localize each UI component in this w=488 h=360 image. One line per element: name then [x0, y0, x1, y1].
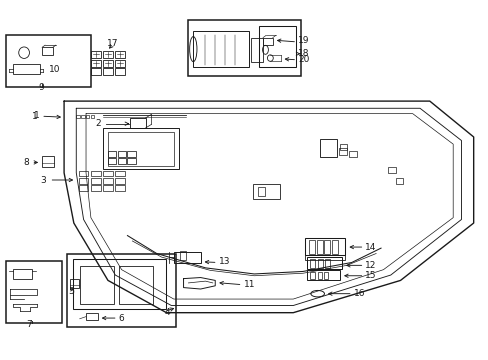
Bar [115, 171, 125, 176]
Text: 17: 17 [107, 39, 118, 48]
Text: 12: 12 [365, 261, 376, 270]
Text: 3: 3 [41, 176, 46, 185]
Bar [70, 279, 79, 288]
Bar [79, 185, 88, 191]
Text: 18: 18 [298, 49, 309, 58]
Bar [103, 178, 113, 184]
Bar [119, 266, 153, 304]
Bar [91, 51, 101, 58]
Bar [115, 51, 125, 58]
Text: 14: 14 [365, 243, 376, 252]
Bar [91, 60, 101, 67]
Text: 6: 6 [119, 314, 124, 323]
Bar [305, 238, 345, 255]
Text: 16: 16 [353, 289, 365, 298]
Bar [130, 118, 145, 128]
Bar [320, 139, 336, 157]
Text: 19: 19 [298, 36, 309, 45]
Bar [193, 31, 249, 67]
Bar [317, 272, 322, 279]
Bar [115, 68, 125, 75]
Bar [91, 68, 101, 75]
Text: 11: 11 [243, 280, 255, 289]
Bar [306, 270, 339, 280]
Bar [252, 184, 279, 199]
Bar [108, 132, 173, 166]
Bar [5, 35, 91, 87]
Bar [103, 185, 113, 191]
Bar [76, 115, 80, 118]
Text: 10: 10 [48, 66, 60, 75]
Bar [348, 151, 356, 157]
Bar [387, 167, 395, 173]
Bar [66, 253, 176, 327]
Bar [263, 38, 272, 45]
Bar [188, 21, 300, 76]
Bar [91, 171, 101, 176]
Bar [5, 261, 61, 323]
Bar [324, 240, 330, 254]
Bar [306, 257, 341, 269]
Bar [250, 39, 263, 62]
Text: 2: 2 [96, 119, 101, 128]
Bar [91, 178, 101, 184]
Bar [108, 151, 116, 157]
Bar [173, 252, 200, 263]
Bar [103, 60, 113, 67]
Bar [339, 144, 346, 149]
Text: 15: 15 [365, 271, 376, 280]
Text: 1: 1 [32, 112, 38, 121]
Bar [308, 240, 314, 254]
Bar [42, 156, 54, 167]
Bar [305, 255, 345, 260]
Bar [86, 314, 98, 320]
Bar [80, 266, 114, 304]
Bar [310, 259, 315, 267]
Bar [103, 51, 113, 58]
Bar [103, 171, 113, 176]
Bar [257, 187, 264, 196]
Bar [81, 115, 84, 118]
Bar [118, 158, 126, 164]
Text: 4: 4 [164, 308, 170, 317]
Bar [13, 269, 32, 279]
Bar [324, 272, 328, 279]
Bar [395, 178, 403, 184]
Bar [115, 178, 125, 184]
Text: 7: 7 [26, 320, 32, 329]
Bar [331, 240, 337, 254]
Bar [42, 47, 53, 55]
Bar [118, 151, 126, 157]
Text: 5: 5 [68, 287, 74, 296]
Bar [13, 64, 40, 74]
Bar [338, 148, 346, 155]
Bar [91, 185, 101, 191]
Bar [180, 251, 185, 260]
Bar [103, 68, 113, 75]
Bar [127, 158, 136, 164]
Bar [115, 185, 125, 191]
Bar [115, 60, 125, 67]
Bar [325, 259, 329, 267]
Bar [86, 115, 89, 118]
Text: 20: 20 [298, 55, 309, 64]
Text: 9: 9 [39, 83, 44, 92]
Text: 13: 13 [218, 257, 230, 266]
Bar [317, 259, 322, 267]
Bar [127, 151, 136, 157]
Bar [79, 178, 88, 184]
Bar [259, 26, 295, 67]
Text: 1: 1 [34, 111, 40, 120]
Text: 8: 8 [23, 158, 29, 167]
Bar [73, 259, 165, 309]
Bar [79, 171, 88, 176]
Bar [108, 158, 116, 164]
Bar [316, 240, 322, 254]
Bar [91, 115, 94, 118]
Bar [310, 272, 314, 279]
Bar [103, 128, 178, 169]
